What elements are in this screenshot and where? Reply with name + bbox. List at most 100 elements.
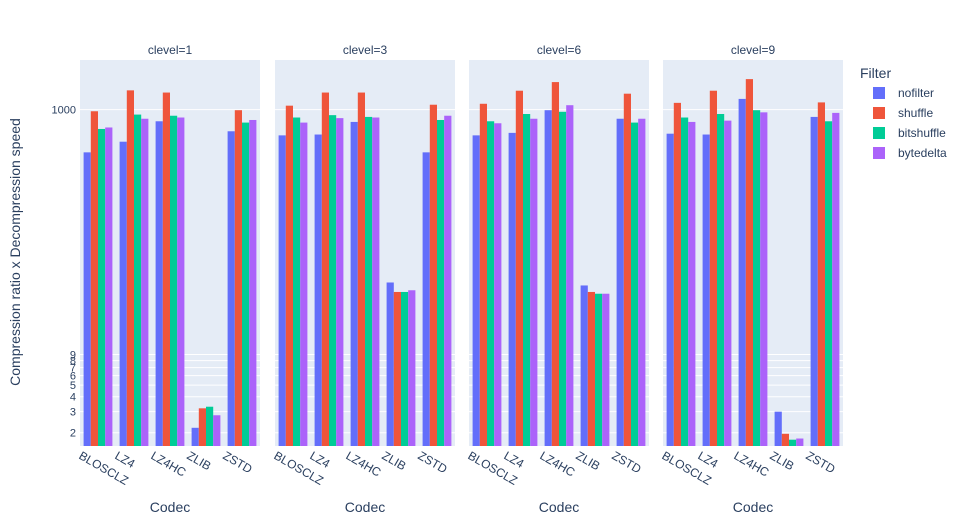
bar-nofilter-zstd[interactable] — [616, 118, 624, 446]
bar-shuffle-zlib[interactable] — [198, 408, 206, 446]
bar-bitshuffle-zlib[interactable] — [206, 406, 214, 446]
bar-nofilter-blosclz[interactable] — [472, 135, 480, 446]
bar-bytedelta-zstd[interactable] — [832, 112, 840, 447]
bar-bytedelta-zlib[interactable] — [796, 438, 804, 446]
bar-bitshuffle-zstd[interactable] — [242, 122, 250, 446]
bar-shuffle-zlib[interactable] — [781, 433, 789, 446]
bar-shuffle-lz4hc[interactable] — [162, 92, 170, 446]
bar-shuffle-zstd[interactable] — [817, 102, 825, 446]
bar-bitshuffle-lz4[interactable] — [329, 115, 337, 446]
bar-nofilter-lz4hc[interactable] — [738, 98, 746, 446]
bar-shuffle-lz4hc[interactable] — [745, 79, 753, 447]
legend-item-bitshuffle[interactable]: bitshuffle — [873, 126, 946, 140]
bar-bitshuffle-lz4[interactable] — [523, 114, 531, 446]
bar-bitshuffle-lz4hc[interactable] — [365, 116, 373, 446]
bar-bytedelta-zstd[interactable] — [638, 118, 646, 446]
bar-shuffle-lz4[interactable] — [321, 92, 329, 446]
panel-title: clevel=6 — [537, 43, 582, 57]
bar-bytedelta-lz4[interactable] — [530, 118, 538, 446]
bar-nofilter-zlib[interactable] — [580, 285, 588, 446]
legend-swatch — [873, 127, 885, 139]
bar-nofilter-lz4[interactable] — [314, 134, 322, 446]
bar-bytedelta-blosclz[interactable] — [688, 121, 696, 447]
bar-bytedelta-lz4hc[interactable] — [566, 105, 574, 446]
legend-item-shuffle[interactable]: shuffle — [873, 106, 933, 120]
bar-nofilter-blosclz[interactable] — [666, 133, 674, 446]
bar-bytedelta-lz4[interactable] — [336, 118, 344, 446]
bar-bytedelta-zlib[interactable] — [602, 293, 610, 446]
x-tick-label: ZLIB — [380, 448, 409, 473]
legend[interactable]: Filter nofilter shuffle bitshuffle bytedelt… — [860, 65, 947, 160]
bar-shuffle-lz4[interactable] — [709, 90, 717, 446]
bar-nofilter-blosclz[interactable] — [83, 152, 91, 446]
bar-bitshuffle-lz4hc[interactable] — [753, 110, 761, 446]
x-tick-label: LZ4HC — [149, 448, 189, 479]
y-tick-label: 5 — [70, 380, 76, 392]
y-tick-label: 3 — [70, 407, 76, 419]
bar-bitshuffle-zstd[interactable] — [437, 119, 445, 446]
bar-nofilter-blosclz[interactable] — [278, 135, 286, 446]
bar-shuffle-zlib[interactable] — [587, 291, 595, 446]
bar-bitshuffle-lz4[interactable] — [134, 114, 142, 446]
bar-shuffle-lz4hc[interactable] — [357, 92, 365, 446]
bar-shuffle-zlib[interactable] — [393, 291, 401, 446]
bar-bitshuffle-lz4hc[interactable] — [559, 111, 567, 446]
bar-bytedelta-zstd[interactable] — [249, 119, 257, 446]
bar-shuffle-blosclz[interactable] — [479, 103, 487, 446]
bar-bitshuffle-zlib[interactable] — [401, 291, 409, 446]
y-tick-label: 1000 — [52, 105, 76, 117]
bar-nofilter-lz4hc[interactable] — [544, 110, 552, 446]
legend-label: bitshuffle — [898, 126, 946, 140]
bar-nofilter-lz4hc[interactable] — [155, 121, 163, 447]
bar-bytedelta-lz4hc[interactable] — [372, 117, 380, 446]
bar-nofilter-lz4[interactable] — [702, 134, 710, 446]
bar-bytedelta-blosclz[interactable] — [105, 127, 113, 446]
y-tick-label: 7 — [70, 363, 76, 375]
bar-bitshuffle-zstd[interactable] — [825, 121, 833, 447]
bar-bitshuffle-blosclz[interactable] — [98, 128, 106, 446]
bar-bytedelta-lz4[interactable] — [141, 118, 149, 446]
bar-shuffle-lz4[interactable] — [126, 90, 134, 447]
bar-bytedelta-zstd[interactable] — [444, 115, 452, 447]
bar-bitshuffle-zlib[interactable] — [595, 293, 603, 446]
bar-nofilter-zlib[interactable] — [386, 282, 394, 446]
bar-shuffle-zstd[interactable] — [429, 104, 437, 446]
bar-bitshuffle-blosclz[interactable] — [681, 117, 689, 446]
bar-shuffle-lz4[interactable] — [515, 90, 523, 446]
bar-nofilter-lz4[interactable] — [508, 132, 516, 447]
panel-title: clevel=9 — [731, 43, 776, 57]
bar-nofilter-lz4[interactable] — [119, 141, 127, 446]
bar-nofilter-zstd[interactable] — [810, 116, 818, 446]
bar-nofilter-zstd[interactable] — [227, 131, 235, 446]
bar-nofilter-zlib[interactable] — [774, 411, 782, 446]
bar-bitshuffle-zstd[interactable] — [631, 122, 639, 446]
bar-bytedelta-zlib[interactable] — [213, 415, 221, 446]
bar-bytedelta-blosclz[interactable] — [494, 123, 502, 446]
bar-nofilter-zstd[interactable] — [422, 152, 430, 446]
bar-bytedelta-lz4hc[interactable] — [177, 117, 185, 446]
bar-nofilter-lz4hc[interactable] — [350, 121, 358, 447]
bar-bitshuffle-zlib[interactable] — [789, 439, 797, 446]
bar-shuffle-blosclz[interactable] — [90, 111, 98, 446]
bar-bitshuffle-blosclz[interactable] — [293, 117, 301, 446]
bar-shuffle-zstd[interactable] — [234, 110, 242, 446]
bar-bytedelta-lz4hc[interactable] — [760, 112, 768, 446]
panel-title: clevel=1 — [148, 43, 193, 57]
y-tick-label: 8 — [70, 356, 76, 368]
bar-bytedelta-lz4[interactable] — [724, 120, 732, 446]
bar-bitshuffle-blosclz[interactable] — [487, 121, 495, 447]
bar-nofilter-zlib[interactable] — [191, 427, 199, 446]
legend-item-bytedelta[interactable]: bytedelta — [873, 146, 947, 160]
legend-item-nofilter[interactable]: nofilter — [873, 86, 934, 100]
bar-shuffle-blosclz[interactable] — [673, 102, 681, 447]
bar-bytedelta-zlib[interactable] — [408, 290, 416, 446]
bar-shuffle-lz4hc[interactable] — [551, 82, 559, 446]
bar-shuffle-zstd[interactable] — [623, 93, 631, 447]
bar-bitshuffle-lz4hc[interactable] — [170, 115, 178, 447]
bar-bytedelta-blosclz[interactable] — [300, 122, 308, 446]
bar-shuffle-blosclz[interactable] — [285, 105, 293, 446]
bar-bitshuffle-lz4[interactable] — [717, 114, 725, 446]
